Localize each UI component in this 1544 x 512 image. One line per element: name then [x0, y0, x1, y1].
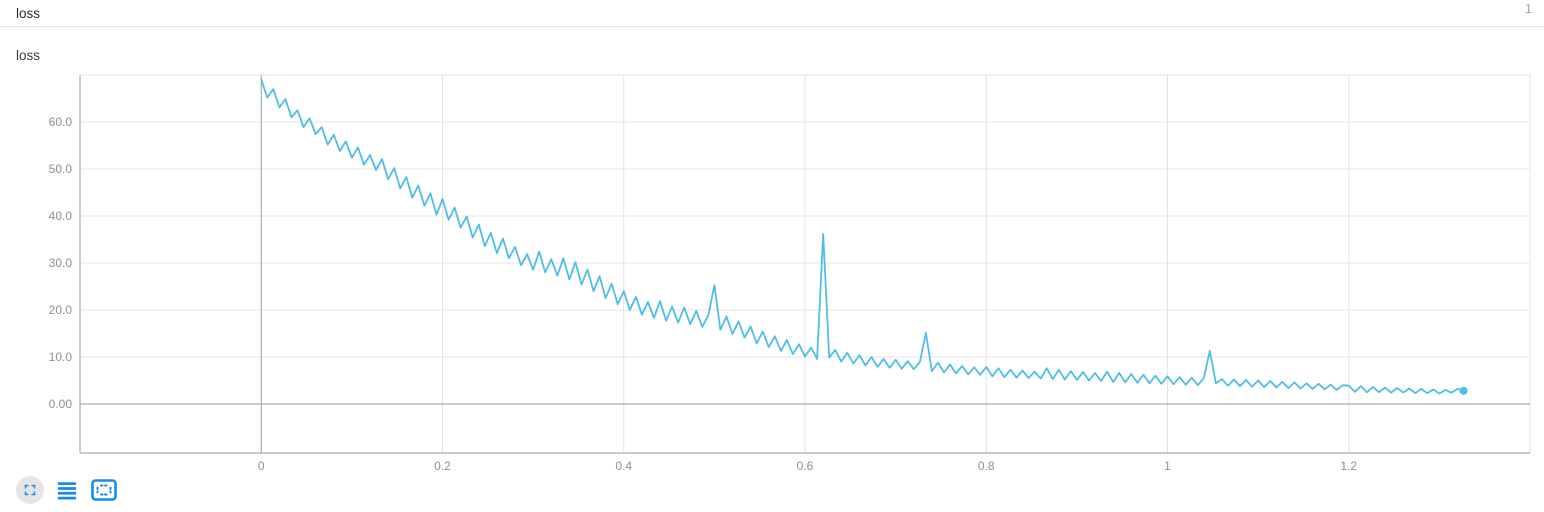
y-tick-label: 60.0 [49, 115, 73, 129]
header-title: loss [16, 5, 41, 21]
x-tick-label: 1.2 [1340, 459, 1357, 473]
x-tick-label: 0.2 [434, 459, 451, 473]
fit-domain-icon [91, 479, 117, 501]
data-table-icon [57, 482, 77, 500]
x-tick-label: 0.8 [978, 459, 995, 473]
header: loss 1 [0, 0, 1544, 27]
x-tick-label: 0 [258, 459, 265, 473]
y-tick-label: 10.0 [49, 350, 73, 364]
series-end-marker [1459, 386, 1468, 395]
chart-toolbar [16, 476, 118, 504]
loss-series-line [260, 78, 1465, 395]
x-tick-label: 1 [1164, 459, 1171, 473]
fullscreen-icon [24, 484, 36, 496]
y-tick-label: 50.0 [49, 162, 73, 176]
x-tick-label: 0.6 [797, 459, 814, 473]
x-tick-label: 0.4 [615, 459, 632, 473]
y-tick-label: 40.0 [49, 209, 73, 223]
fit-domain-button[interactable] [90, 476, 118, 504]
data-table-button[interactable] [53, 476, 81, 504]
page-indicator: 1 [1525, 2, 1532, 16]
chart-title: loss [16, 48, 41, 63]
y-tick-label: 0.00 [49, 397, 73, 411]
y-tick-label: 20.0 [49, 303, 73, 317]
y-tick-label: 30.0 [49, 256, 73, 270]
fullscreen-button[interactable] [16, 476, 44, 504]
